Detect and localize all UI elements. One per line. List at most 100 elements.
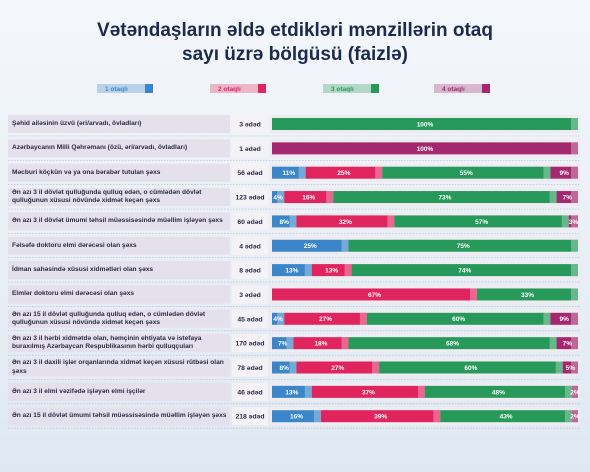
row-label-box: Ən azı 3 il daxili işlər orqanlarında xi… xyxy=(12,359,224,375)
value-label: 37% xyxy=(362,389,375,396)
count-label: 8 ədəd xyxy=(239,268,261,275)
bar-segment xyxy=(571,385,578,398)
bar-segment xyxy=(571,410,578,423)
value-label: 16% xyxy=(302,194,315,201)
segment-highlight xyxy=(418,385,425,398)
count-label: 56 ədəd xyxy=(237,170,262,177)
bar-segment xyxy=(556,191,578,204)
value-label: 100% xyxy=(417,121,434,128)
row-count-panel xyxy=(232,285,268,304)
segment-highlight xyxy=(564,385,572,398)
bar-segment xyxy=(366,312,551,325)
row-label-panel xyxy=(8,309,230,328)
segment-highlight xyxy=(571,337,578,350)
segment-highlight xyxy=(289,361,297,374)
value-label: 4% xyxy=(273,316,283,323)
segment-highlight xyxy=(286,337,294,350)
bar-segment xyxy=(379,361,563,374)
legend-swatch-end xyxy=(371,84,379,93)
value-label: 8% xyxy=(280,365,290,372)
value-label: 13% xyxy=(325,268,338,275)
bar-segment xyxy=(296,215,395,228)
legend-label: 4 otaqlı xyxy=(442,86,465,93)
segment-highlight xyxy=(304,264,312,277)
segment-highlight xyxy=(571,215,578,228)
segment-highlight xyxy=(571,312,578,325)
value-label: 8% xyxy=(280,219,290,226)
row-count-panel xyxy=(232,358,268,377)
segment-highlight xyxy=(549,191,557,204)
value-label: 74% xyxy=(458,268,471,275)
row-count-panel xyxy=(232,261,268,280)
segment-highlight xyxy=(571,239,578,252)
bar-segment xyxy=(568,215,578,228)
chart-title: Vətəndaşların əldə etdikləri mənzillərin… xyxy=(97,20,493,41)
bar-segment xyxy=(272,361,297,374)
segment-highlight xyxy=(561,215,569,228)
value-label: 2% xyxy=(570,414,580,421)
segment-highlight xyxy=(304,385,312,398)
value-label: 7% xyxy=(278,341,288,348)
row-label-box: Ən azı 3 il dövlət qulluğunda qulluq edə… xyxy=(12,189,201,204)
chart-title: sayı üzrə bölgüsü (faizlə) xyxy=(182,44,408,65)
segment-highlight xyxy=(571,118,578,130)
bar-segment xyxy=(272,118,578,130)
value-label: 5% xyxy=(566,365,576,372)
segment-highlight xyxy=(571,264,578,277)
segment-highlight xyxy=(549,337,557,350)
value-label: 27% xyxy=(319,316,332,323)
value-label: 60% xyxy=(464,365,477,372)
segment-highlight xyxy=(326,191,334,204)
legend-label: 2 otaqlı xyxy=(218,86,241,93)
bar-segment xyxy=(562,361,578,374)
category-label: Ən azı 3 il elmi vəzifədə işləyən elmi i… xyxy=(12,387,146,395)
segment-highlight xyxy=(564,410,572,423)
value-label: 100% xyxy=(417,146,434,153)
segment-highlight xyxy=(341,337,349,350)
segment-highlight xyxy=(277,312,285,325)
bar-segment xyxy=(272,239,349,252)
bar-segment xyxy=(272,410,321,423)
bar-segment xyxy=(311,385,425,398)
value-label: 13% xyxy=(285,389,298,396)
category-label: Ən azı 3 il daxili işlər orqanlarında xi… xyxy=(12,359,224,375)
row-label-box: Fəlsəfə doktoru elmi dərəcəsi olan şəxs xyxy=(12,242,137,249)
segment-highlight xyxy=(571,142,578,155)
row-label-box: Məcburi köçkün və ya ona bərabər tutulan… xyxy=(12,169,160,176)
value-label: 55% xyxy=(460,170,473,177)
segment-highlight xyxy=(387,215,395,228)
value-label: 57% xyxy=(475,219,488,226)
count-label: 1 ədəd xyxy=(239,146,261,153)
count-label: 3 ədəd xyxy=(239,122,261,129)
bar-segment xyxy=(284,191,334,204)
legend-swatch xyxy=(434,84,490,93)
count-label: 3 ədəd xyxy=(239,292,261,299)
bar-segment xyxy=(272,337,294,350)
row-count-panel xyxy=(232,139,268,158)
row-count-panel xyxy=(232,115,268,133)
segment-highlight xyxy=(543,166,551,179)
segment-highlight xyxy=(571,410,578,423)
row-count-panel xyxy=(232,382,268,401)
bar-segment xyxy=(348,337,557,350)
segment-highlight xyxy=(571,191,578,204)
value-label: 43% xyxy=(500,414,513,421)
legend-swatch-end xyxy=(482,84,490,93)
row-label-box: Şəhid ailəsinin üzvü (əri/arvadı, övladl… xyxy=(12,120,141,127)
row-count-panel xyxy=(232,163,268,182)
value-label: 7% xyxy=(563,194,573,201)
bar-segment xyxy=(440,410,572,423)
bar-segment xyxy=(272,191,285,204)
bar-segment xyxy=(320,410,441,423)
value-label: 33% xyxy=(521,292,534,299)
segment-highlight xyxy=(289,215,297,228)
value-label: 4% xyxy=(273,194,283,201)
segment-highlight xyxy=(359,312,367,325)
row-count-panel xyxy=(232,407,268,426)
segment-highlight xyxy=(571,385,578,398)
bar-segment xyxy=(425,385,572,398)
bar-segment xyxy=(556,337,578,350)
segment-highlight xyxy=(277,191,285,204)
row-label-box: Ən azı 15 il dövlət ümumi təhsil müəssis… xyxy=(12,412,226,419)
row-label-panel xyxy=(8,139,230,158)
